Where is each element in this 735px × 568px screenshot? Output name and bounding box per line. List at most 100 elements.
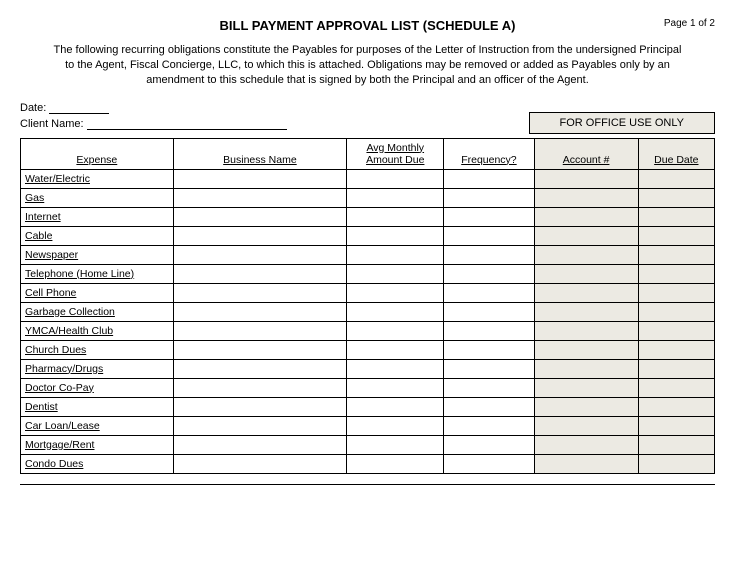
due-date-cell[interactable] [638, 340, 714, 359]
instructions-text: The following recurring obligations cons… [48, 43, 688, 88]
business-name-cell[interactable] [173, 207, 347, 226]
expense-cell: Pharmacy/Drugs [21, 359, 174, 378]
business-name-cell[interactable] [173, 302, 347, 321]
business-name-cell[interactable] [173, 416, 347, 435]
business-name-cell[interactable] [173, 378, 347, 397]
expense-cell: Newspaper [21, 245, 174, 264]
due-date-cell[interactable] [638, 359, 714, 378]
expense-cell: Water/Electric [21, 169, 174, 188]
expense-cell: Cable [21, 226, 174, 245]
due-date-cell[interactable] [638, 416, 714, 435]
avg-monthly-cell[interactable] [347, 378, 444, 397]
frequency-cell[interactable] [444, 416, 534, 435]
business-name-cell[interactable] [173, 359, 347, 378]
avg-monthly-cell[interactable] [347, 359, 444, 378]
business-name-cell[interactable] [173, 397, 347, 416]
avg-monthly-cell[interactable] [347, 340, 444, 359]
frequency-cell[interactable] [444, 378, 534, 397]
avg-monthly-cell[interactable] [347, 264, 444, 283]
account-cell[interactable] [534, 340, 638, 359]
due-date-cell[interactable] [638, 302, 714, 321]
due-date-cell[interactable] [638, 283, 714, 302]
expense-cell: Internet [21, 207, 174, 226]
table-row: Newspaper [21, 245, 715, 264]
frequency-cell[interactable] [444, 245, 534, 264]
frequency-cell[interactable] [444, 359, 534, 378]
due-date-cell[interactable] [638, 188, 714, 207]
account-cell[interactable] [534, 207, 638, 226]
avg-monthly-cell[interactable] [347, 226, 444, 245]
account-cell[interactable] [534, 302, 638, 321]
due-date-cell[interactable] [638, 264, 714, 283]
business-name-cell[interactable] [173, 188, 347, 207]
business-name-cell[interactable] [173, 454, 347, 473]
frequency-cell[interactable] [444, 264, 534, 283]
account-cell[interactable] [534, 245, 638, 264]
avg-monthly-cell[interactable] [347, 302, 444, 321]
frequency-cell[interactable] [444, 169, 534, 188]
account-cell[interactable] [534, 321, 638, 340]
account-cell[interactable] [534, 169, 638, 188]
frequency-cell[interactable] [444, 207, 534, 226]
table-row: Cell Phone [21, 283, 715, 302]
account-cell[interactable] [534, 226, 638, 245]
frequency-cell[interactable] [444, 321, 534, 340]
account-cell[interactable] [534, 397, 638, 416]
client-name-line: Client Name: [20, 118, 529, 130]
due-date-cell[interactable] [638, 454, 714, 473]
due-date-cell[interactable] [638, 245, 714, 264]
account-cell[interactable] [534, 378, 638, 397]
expense-cell: Dentist [21, 397, 174, 416]
avg-monthly-cell[interactable] [347, 416, 444, 435]
business-name-cell[interactable] [173, 226, 347, 245]
table-row: Doctor Co-Pay [21, 378, 715, 397]
frequency-cell[interactable] [444, 226, 534, 245]
client-name-field[interactable] [87, 118, 287, 130]
due-date-cell[interactable] [638, 169, 714, 188]
avg-monthly-cell[interactable] [347, 188, 444, 207]
account-cell[interactable] [534, 283, 638, 302]
frequency-cell[interactable] [444, 340, 534, 359]
frequency-cell[interactable] [444, 397, 534, 416]
avg-monthly-cell[interactable] [347, 397, 444, 416]
account-cell[interactable] [534, 188, 638, 207]
account-cell[interactable] [534, 454, 638, 473]
avg-monthly-cell[interactable] [347, 454, 444, 473]
expense-cell: Cell Phone [21, 283, 174, 302]
avg-monthly-cell[interactable] [347, 435, 444, 454]
due-date-cell[interactable] [638, 397, 714, 416]
account-cell[interactable] [534, 264, 638, 283]
table-body: Water/ElectricGasInternetCableNewspaperT… [21, 169, 715, 473]
business-name-cell[interactable] [173, 435, 347, 454]
frequency-cell[interactable] [444, 454, 534, 473]
business-name-cell[interactable] [173, 340, 347, 359]
date-field[interactable] [49, 102, 109, 114]
business-name-cell[interactable] [173, 245, 347, 264]
account-cell[interactable] [534, 359, 638, 378]
frequency-cell[interactable] [444, 302, 534, 321]
avg-monthly-cell[interactable] [347, 283, 444, 302]
table-header-row: Expense Business Name Avg Monthly Amount… [21, 138, 715, 169]
col-account: Account # [534, 138, 638, 169]
avg-monthly-cell[interactable] [347, 207, 444, 226]
business-name-cell[interactable] [173, 283, 347, 302]
avg-monthly-cell[interactable] [347, 321, 444, 340]
frequency-cell[interactable] [444, 435, 534, 454]
expense-cell: YMCA/Health Club [21, 321, 174, 340]
col-business-name: Business Name [173, 138, 347, 169]
col-frequency: Frequency? [444, 138, 534, 169]
business-name-cell[interactable] [173, 321, 347, 340]
due-date-cell[interactable] [638, 435, 714, 454]
due-date-cell[interactable] [638, 226, 714, 245]
due-date-cell[interactable] [638, 321, 714, 340]
frequency-cell[interactable] [444, 188, 534, 207]
avg-monthly-cell[interactable] [347, 169, 444, 188]
frequency-cell[interactable] [444, 283, 534, 302]
account-cell[interactable] [534, 435, 638, 454]
account-cell[interactable] [534, 416, 638, 435]
business-name-cell[interactable] [173, 264, 347, 283]
avg-monthly-cell[interactable] [347, 245, 444, 264]
business-name-cell[interactable] [173, 169, 347, 188]
due-date-cell[interactable] [638, 207, 714, 226]
due-date-cell[interactable] [638, 378, 714, 397]
